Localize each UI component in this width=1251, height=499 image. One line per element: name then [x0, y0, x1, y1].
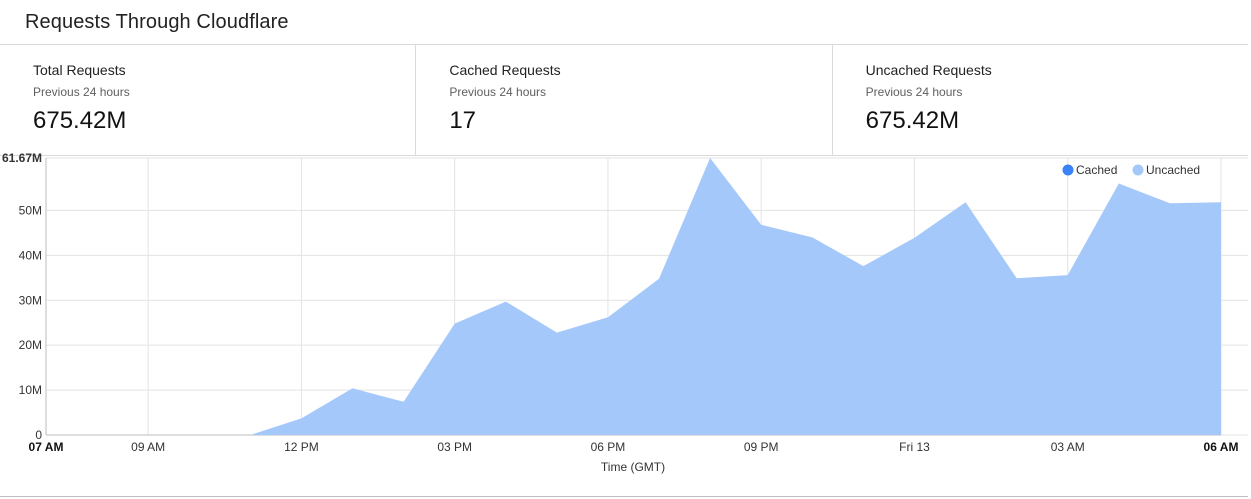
x-tick-label: 06 AM: [1204, 440, 1239, 454]
y-tick-label: 61.67M: [2, 151, 42, 165]
y-tick-label: 20M: [19, 338, 42, 352]
stat-cached-requests: Cached Requests Previous 24 hours 17: [416, 45, 833, 155]
stat-subtitle: Previous 24 hours: [33, 85, 130, 99]
legend-label-cached: Cached: [1076, 163, 1117, 177]
x-axis-title: Time (GMT): [601, 460, 665, 474]
legend-swatch-uncached: [1132, 164, 1144, 176]
stats-row: Total Requests Previous 24 hours 675.42M…: [0, 44, 1248, 156]
stat-label: Total Requests: [33, 62, 126, 78]
y-tick-label: 40M: [19, 248, 42, 262]
x-tick-label: Fri 13: [899, 440, 930, 454]
stat-subtitle: Previous 24 hours: [865, 85, 963, 99]
stat-label: Cached Requests: [449, 62, 561, 78]
legend-label-uncached: Uncached: [1146, 163, 1200, 177]
x-tick-label: 06 PM: [591, 440, 626, 454]
stat-subtitle: Previous 24 hours: [449, 85, 547, 99]
stat-value: 675.42M: [33, 107, 127, 134]
x-tick-label: 07 AM: [29, 440, 64, 454]
x-tick-label: 03 PM: [437, 440, 472, 454]
y-tick-label: 50M: [19, 203, 42, 217]
x-tick-label: 09 AM: [131, 440, 165, 454]
x-tick-label: 09 PM: [744, 440, 779, 454]
chart-svg: 0 10M 20M 30M 40M 50M 61.67M 07 AM 09 AM 12 PM 03 …: [2, 151, 1248, 474]
y-tick-label: 30M: [19, 293, 42, 307]
y-tick-label: 0: [35, 428, 42, 442]
stat-label: Uncached Requests: [865, 62, 992, 78]
legend-swatch-cached: [1062, 164, 1074, 176]
stat-total-requests: Total Requests Previous 24 hours 675.42M: [0, 45, 417, 155]
stat-uncached-requests: Uncached Requests Previous 24 hours 675.…: [833, 45, 1248, 155]
divider: [0, 496, 1248, 497]
x-tick-label: 12 PM: [284, 440, 319, 454]
requests-chart: 0 10M 20M 30M 40M 50M 61.67M 07 AM 09 AM 12 PM 03 …: [0, 150, 1251, 480]
x-tick-label: 03 AM: [1051, 440, 1085, 454]
stat-value: 17: [449, 107, 477, 134]
stat-value: 675.42M: [865, 107, 960, 134]
y-tick-label: 10M: [19, 383, 42, 397]
series-area-uncached: [46, 158, 1221, 435]
page-title: Requests Through Cloudflare: [25, 11, 289, 33]
